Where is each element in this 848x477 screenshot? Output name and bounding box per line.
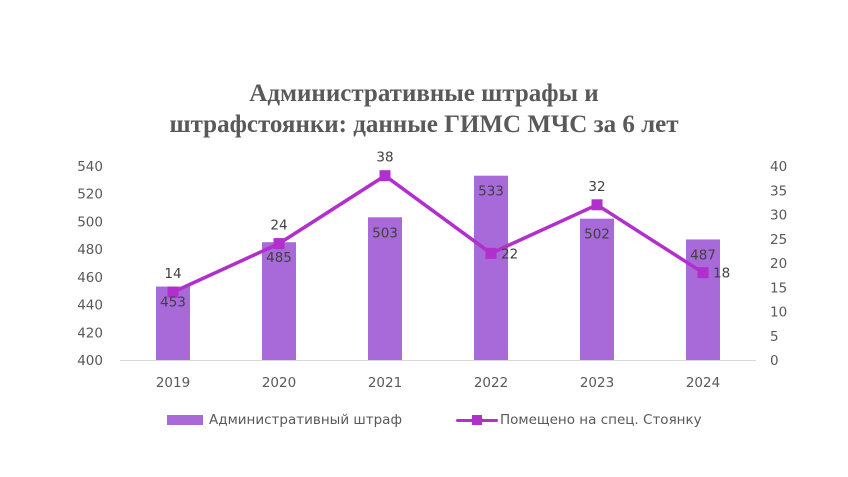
line-data-label: 22 <box>501 246 518 262</box>
line-marker-icon <box>167 286 179 298</box>
y-left-tick-label: 540 <box>77 159 103 175</box>
y-right-tick-label: 20 <box>770 256 787 272</box>
y-right-tick-label: 10 <box>770 305 787 321</box>
line-marker-icon <box>697 267 709 279</box>
y-left-tick-label: 480 <box>77 242 103 258</box>
y-right-tick-label: 0 <box>770 353 779 369</box>
x-tick-label: 2024 <box>686 375 720 391</box>
y-left-tick-label: 440 <box>77 298 103 314</box>
bar-data-label: 453 <box>160 295 186 311</box>
y-right-tick-label: 25 <box>770 232 787 248</box>
x-tick-label: 2019 <box>156 375 190 391</box>
bar-data-label: 502 <box>584 227 610 243</box>
legend-bar-swatch-icon <box>167 415 203 425</box>
y-left-tick-label: 500 <box>77 214 103 230</box>
bar-2022 <box>474 175 508 360</box>
x-tick-label: 2020 <box>262 375 296 391</box>
line-marker-icon <box>379 170 391 182</box>
legend-item-bar: Административный штраф <box>167 412 402 428</box>
bar-data-label: 533 <box>478 184 504 200</box>
chart-legend: Административный штраф Помещено на спец.… <box>0 412 848 434</box>
x-tick-label: 2021 <box>368 375 402 391</box>
legend-line-label: Помещено на спец. Стоянку <box>500 412 702 428</box>
y-left-tick-label: 460 <box>77 270 103 286</box>
y-right-tick-label: 40 <box>770 159 787 175</box>
chart-title: Административные штрафы и штрафстоянки: … <box>0 78 848 140</box>
x-tick-label: 2023 <box>580 375 614 391</box>
bar-data-label: 503 <box>372 225 398 241</box>
line-marker-icon <box>591 199 603 211</box>
line-data-label: 18 <box>713 266 730 282</box>
y-left-tick-label: 420 <box>77 325 103 341</box>
y-right-tick-label: 15 <box>770 280 787 296</box>
y-left-tick-label: 400 <box>77 353 103 369</box>
line-marker-icon <box>485 247 497 259</box>
line-series <box>172 173 704 294</box>
chart-title-line-2: штрафстоянки: данные ГИМС МЧС за 6 лет <box>169 111 679 138</box>
bar-data-label: 487 <box>690 247 716 263</box>
legend-bar-label: Административный штраф <box>209 412 403 428</box>
bar-2024 <box>686 239 720 360</box>
line-data-label: 38 <box>376 150 393 166</box>
bar-2023 <box>580 218 614 360</box>
bar-2020 <box>262 242 296 360</box>
chart-title-line-1: Административные штрафы и <box>249 80 599 107</box>
y-left-tick-label: 520 <box>77 187 103 203</box>
legend-item-line: Помещено на спец. Стоянку <box>456 412 702 428</box>
bar-2019 <box>156 286 190 360</box>
y-right-tick-label: 5 <box>770 329 779 345</box>
line-data-label: 24 <box>270 218 287 234</box>
y-right-tick-label: 30 <box>770 208 787 224</box>
line-data-label: 14 <box>164 266 181 282</box>
y-right-tick-label: 35 <box>770 183 787 199</box>
line-marker-icon <box>273 238 285 250</box>
bar-2021 <box>368 217 402 360</box>
line-data-label: 32 <box>588 179 605 195</box>
bar-data-label: 485 <box>266 250 292 266</box>
x-tick-label: 2022 <box>474 375 508 391</box>
legend-line-marker-icon <box>456 415 498 425</box>
